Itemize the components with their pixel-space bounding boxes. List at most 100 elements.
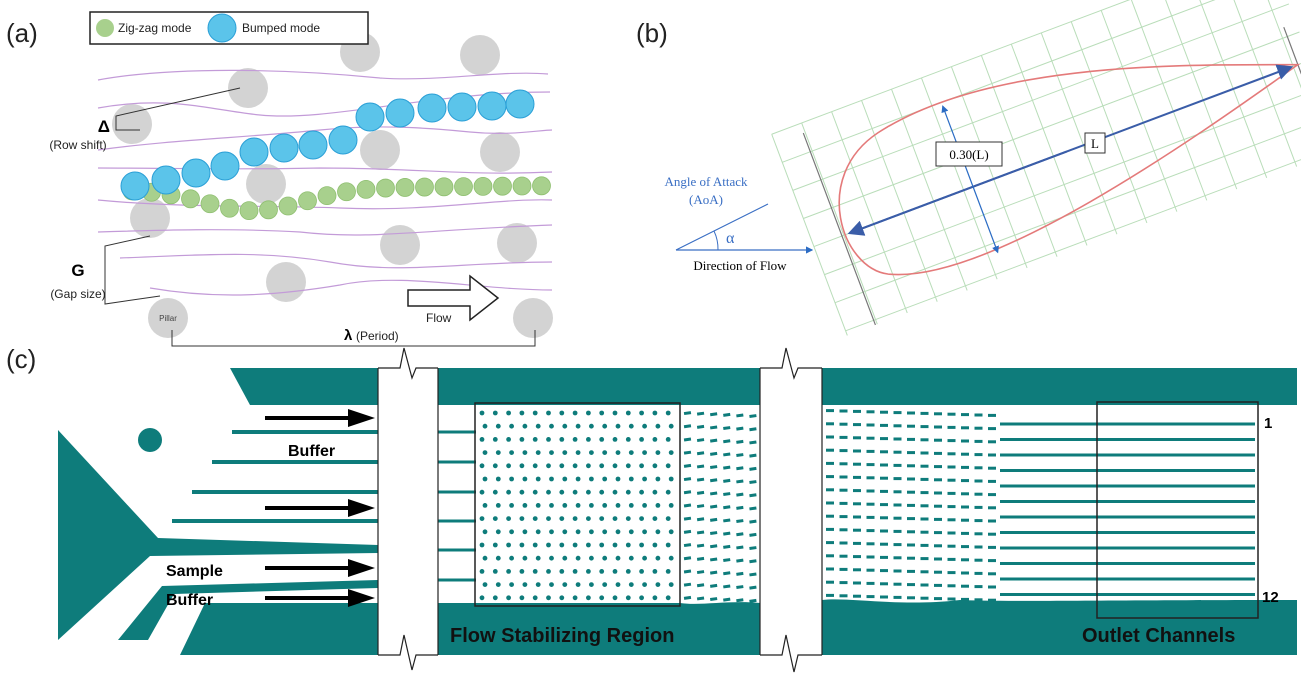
pillar-dot	[509, 582, 514, 587]
pillar-dash	[853, 555, 861, 558]
pillar-dash	[710, 584, 717, 588]
pillar-dash	[988, 533, 996, 536]
pillar-dot	[626, 463, 631, 468]
pillar-dash	[867, 542, 875, 545]
pillar-dot	[629, 556, 634, 561]
pillar-dot	[536, 582, 541, 587]
pillar-dash	[934, 571, 942, 574]
pillar-dash	[867, 529, 875, 532]
pillar-dot	[533, 463, 538, 468]
pillar-dash	[710, 571, 717, 575]
pillar-dash	[961, 545, 969, 548]
zigzag-particle	[221, 199, 239, 217]
pillar-dash	[697, 425, 704, 429]
pillar-dot	[589, 582, 594, 587]
pillar-dot	[642, 529, 647, 534]
pillar-dot	[586, 463, 591, 468]
zigzag-particle	[338, 183, 356, 201]
pillar-dot	[573, 490, 578, 495]
pillar-dot	[506, 463, 511, 468]
pillar-dot	[493, 543, 498, 548]
pillar-dash	[684, 596, 691, 600]
pillar-dot	[562, 503, 567, 508]
pillar-dot	[496, 477, 501, 482]
pillar-dash	[723, 584, 730, 588]
pillar-dash	[975, 598, 983, 601]
pillar-dash	[736, 440, 743, 444]
pillar-dash	[961, 572, 969, 575]
pillar-dash	[710, 439, 717, 443]
pillar-dot	[626, 516, 631, 521]
bumped-particle	[329, 126, 357, 154]
pillar-dash	[826, 488, 834, 491]
pillar-dot	[549, 477, 554, 482]
airfoil	[813, 0, 1301, 298]
pillar-dash	[880, 530, 888, 533]
pillar-dot	[602, 556, 607, 561]
pillar-dash	[723, 571, 730, 575]
panel-a: (a) Zig-zag mode Bumped mode Δ (Row shif…	[6, 12, 553, 346]
pillar-dot	[626, 437, 631, 442]
pillar-dash	[867, 490, 875, 493]
pillar-dash	[697, 570, 704, 574]
pillar-dash	[948, 413, 956, 416]
pillar-dot	[533, 411, 538, 416]
pillar-dash	[988, 440, 996, 443]
pillar-dash	[894, 490, 902, 493]
pillar-dash	[867, 516, 875, 519]
pillar-dash	[988, 586, 996, 589]
pillar-dash	[961, 585, 969, 588]
pillar-dot	[653, 411, 658, 416]
pillar	[513, 298, 553, 338]
pillar-dash	[880, 411, 888, 414]
zigzag-particle	[357, 180, 375, 198]
pillar-dash	[867, 424, 875, 427]
pillar-dash	[975, 453, 983, 456]
pillar	[266, 262, 306, 302]
pillar-dot	[642, 424, 647, 429]
pillar-dash	[961, 466, 969, 469]
pillar-dot	[573, 437, 578, 442]
grid-line	[846, 144, 1301, 330]
pillar-dot	[546, 595, 551, 600]
pillar-dash	[907, 412, 915, 415]
pillar-dash	[826, 515, 834, 518]
pillar-dash	[749, 414, 756, 418]
pillar-dot	[520, 490, 525, 495]
pillar-dash	[736, 413, 743, 417]
pillar-dash	[749, 559, 756, 563]
pillar	[112, 104, 152, 144]
pillar-dash	[894, 477, 902, 480]
pillar-dot	[549, 529, 554, 534]
pillar-dash	[749, 533, 756, 537]
pillar-dash	[684, 556, 691, 560]
pillar-dot	[533, 437, 538, 442]
pillar-dot	[653, 463, 658, 468]
pillar-dot	[533, 595, 538, 600]
pillar-dash	[934, 452, 942, 455]
pillar-dot	[520, 411, 525, 416]
pillar-dash	[867, 476, 875, 479]
flow-direction-label: Direction of Flow	[693, 258, 787, 273]
pillar-dash	[894, 451, 902, 454]
pillar-dash	[697, 517, 704, 521]
pillar-array	[480, 409, 996, 603]
pillar-dot	[586, 516, 591, 521]
inlet-label: Buffer	[288, 443, 335, 460]
pillar-dash	[948, 598, 956, 601]
panel-label: (c)	[6, 344, 36, 374]
pillar-dot	[599, 411, 604, 416]
pillar-dot	[546, 516, 551, 521]
pillar-dot	[616, 529, 621, 534]
pillar-dash	[921, 504, 929, 507]
pillar-dot	[639, 569, 644, 574]
pillar-dash	[826, 422, 834, 425]
row-shift-label: (Row shift)	[49, 138, 106, 152]
pillar-dash	[749, 572, 756, 576]
pillar-dot	[576, 450, 581, 455]
pillar-dash	[853, 529, 861, 532]
pillar-dash	[723, 466, 730, 470]
gap-bracket	[105, 236, 160, 304]
pillar-dot	[533, 543, 538, 548]
figure: (a) Zig-zag mode Bumped mode Δ (Row shif…	[0, 0, 1301, 681]
